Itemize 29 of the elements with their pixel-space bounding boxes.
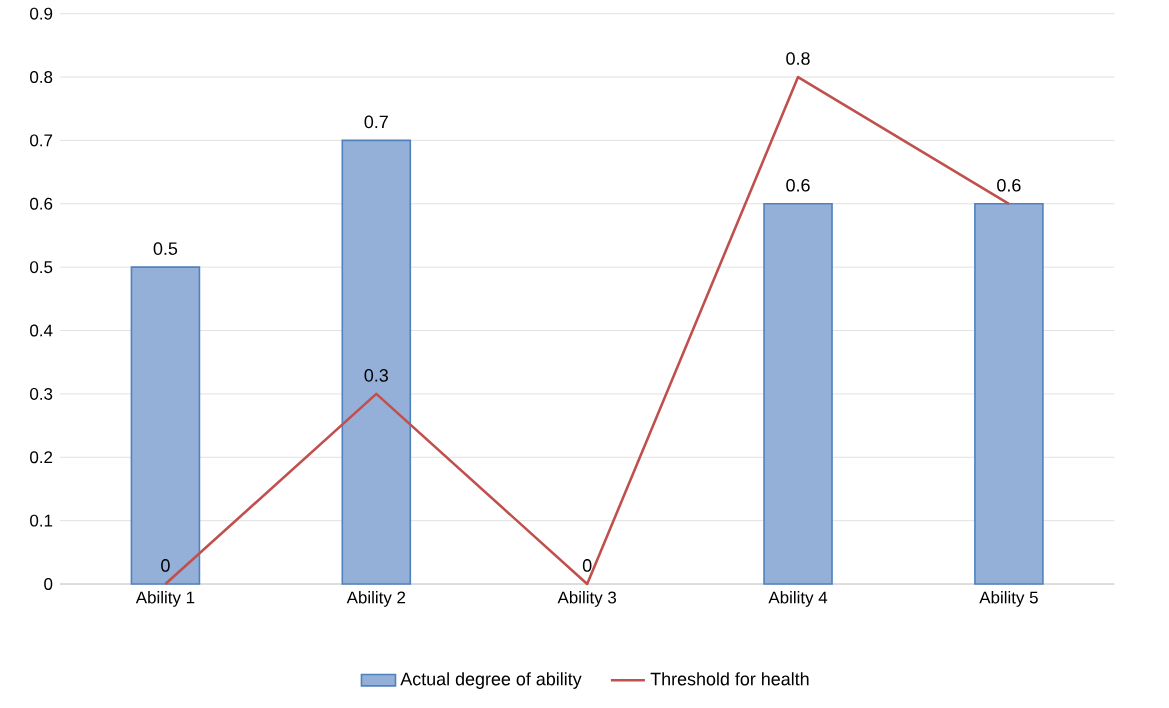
bar [763, 202, 833, 585]
y-tick-label: 0.5 [30, 261, 53, 274]
data-label: 0.6 [786, 178, 810, 192]
x-tick-label: Ability 1 [135, 591, 195, 607]
x-tick-label: Ability 3 [557, 591, 617, 607]
y-tick-label: 0.4 [30, 324, 53, 337]
y-tick-label: 0.8 [30, 71, 53, 84]
y-tick-label: 0.2 [30, 451, 53, 464]
legend-label: Actual degree of ability [400, 672, 582, 689]
bar [341, 139, 412, 585]
x-tick-label: Ability 4 [768, 591, 828, 607]
y-tick-label: 0.9 [30, 7, 53, 20]
data-label: 0.7 [364, 115, 388, 129]
y-tick-label: 0.1 [30, 514, 53, 527]
data-label: 0.6 [997, 178, 1021, 192]
x-tick-label: Ability 5 [979, 591, 1038, 607]
bar [130, 266, 201, 585]
data-label: 0.5 [153, 242, 178, 255]
bar [974, 202, 1044, 585]
y-tick-label: 0.3 [30, 387, 53, 400]
data-label: 0.3 [364, 369, 388, 382]
x-tick-label: Ability 2 [346, 591, 406, 607]
data-label: 0 [582, 559, 592, 572]
y-tick-label: 0.7 [30, 134, 53, 147]
data-label: 0.8 [786, 52, 810, 65]
y-tick-label: 0.6 [30, 197, 53, 210]
legend-label: Threshold for health [650, 672, 809, 686]
y-tick-label: 0 [44, 578, 53, 590]
data-label: 0 [161, 559, 170, 572]
